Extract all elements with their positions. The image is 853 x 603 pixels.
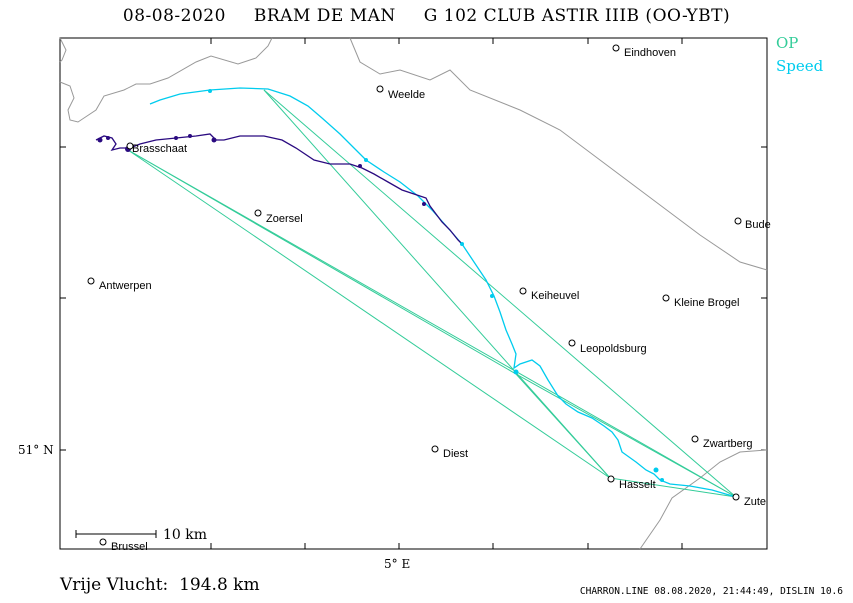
speed-markers [208,89,664,482]
footer-credit: CHARRON.LINE 08.08.2020, 21:44:49, DISLI… [579,586,843,597]
pilot-name: BRAM DE MAN [253,6,396,26]
place-label: Zoersel [266,213,303,225]
place-label: Keiheuvel [531,290,579,302]
longitude-label: 5° E [384,557,410,571]
place-label: Antwerpen [99,280,152,292]
place-label: Eindhoven [624,47,676,59]
distance-value: 194.8 km [179,575,260,595]
place-label: Diest [443,448,468,460]
latitude-label: 51° N [18,443,54,457]
place-markers [87,44,742,546]
glider-name: G 102 CLUB ASTIR IIIB (OO-YBT) [423,6,731,26]
legend-op: OP [776,34,799,52]
place-label: Brussel [111,541,148,553]
frame-ticks [60,38,767,549]
task-legs [127,89,737,498]
thermal-markers [97,134,426,206]
place-label: Brasschaat [132,143,187,155]
legend-speed: Speed [776,57,824,75]
place-label: Zwartberg [703,438,753,450]
scale-bar [75,530,157,538]
flight-track [95,133,463,245]
scale-label: 10 km [163,527,207,543]
place-label: Leopoldsburg [580,343,647,355]
place-label: Hasselt [619,479,656,491]
place-label: Kleine Brogel [674,297,739,309]
chart-title: 08-08-2020 BRAM DE MAN G 102 CLUB ASTIR II… [0,6,853,26]
distance-label: Vrije Vlucht: [60,575,169,595]
country-border [59,37,768,550]
place-label: Zute [744,496,766,508]
place-label: Weelde [388,89,425,101]
speed-track [149,87,737,498]
map-frame [59,37,768,550]
place-labels: Eindhoven Weelde Brasschaat Zoersel Antw… [99,47,771,553]
flight-date: 08-08-2020 [122,6,226,26]
distance-summary: Vrije Vlucht: 194.8 km [60,575,260,595]
place-label: Bude [745,219,771,231]
